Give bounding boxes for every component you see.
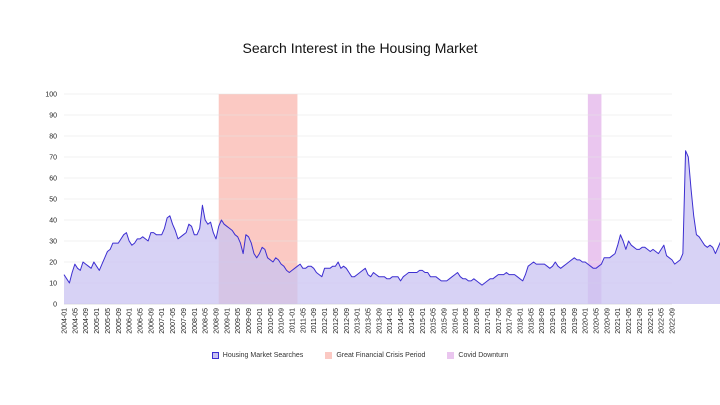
y-tick-label: 0 xyxy=(53,302,57,309)
series-area-0 xyxy=(64,150,720,304)
x-tick-label: 2004-01 xyxy=(62,308,69,334)
x-tick-label: 2019-09 xyxy=(572,308,579,334)
x-tick-label: 2012-01 xyxy=(322,308,329,334)
x-tick-label: 2007-09 xyxy=(181,308,188,334)
x-tick-label: 2006-05 xyxy=(138,308,145,334)
x-tick-label: 2009-01 xyxy=(224,308,231,334)
x-tick-label: 2011-05 xyxy=(300,308,307,333)
x-tick-label: 2005-01 xyxy=(94,308,101,334)
x-tick-label: 2012-05 xyxy=(333,308,340,334)
y-tick-label: 10 xyxy=(49,281,57,288)
y-tick-label: 20 xyxy=(49,260,57,267)
y-tick-label: 30 xyxy=(49,239,57,246)
gridlines xyxy=(64,93,672,305)
legend-label-gfc: Great Financial Crisis Period xyxy=(336,352,426,359)
x-tick-label: 2021-05 xyxy=(626,308,633,334)
x-tick-label: 2008-05 xyxy=(203,308,210,334)
x-tick-label: 2010-01 xyxy=(257,308,264,334)
x-tick-label: 2011-09 xyxy=(311,308,318,333)
legend-item-gfc: Great Financial Crisis Period xyxy=(325,352,425,359)
series-line-0 xyxy=(63,150,720,286)
legend-swatch-gfc xyxy=(325,352,333,359)
legend-item-series: Housing Market Searches xyxy=(211,352,304,359)
x-tick-label: 2021-01 xyxy=(615,308,622,334)
y-tick-label: 60 xyxy=(49,176,57,183)
x-tick-label: 2016-09 xyxy=(474,308,481,334)
x-tick-label: 2018-05 xyxy=(528,308,535,334)
x-tick-label: 2019-01 xyxy=(550,308,557,334)
x-tick-label: 2010-05 xyxy=(268,308,275,334)
x-tick-label: 2020-01 xyxy=(583,308,590,334)
legend-label-series: Housing Market Searches xyxy=(222,352,304,359)
legend-item-covid: Covid Downturn xyxy=(447,352,508,359)
x-tick-label: 2015-09 xyxy=(442,308,449,334)
x-tick-label: 2016-01 xyxy=(452,308,459,334)
x-tick-label: 2018-09 xyxy=(539,308,546,334)
x-tick-label: 2017-09 xyxy=(507,308,514,334)
x-tick-label: 2004-09 xyxy=(83,308,90,334)
x-tick-label: 2022-05 xyxy=(659,308,666,334)
x-tick-label: 2005-09 xyxy=(116,308,123,334)
x-tick-label: 2008-09 xyxy=(214,308,221,334)
x-tick-label: 2014-05 xyxy=(398,308,405,334)
series-group xyxy=(63,150,720,304)
y-tick-label: 50 xyxy=(49,197,57,204)
y-tick-label: 80 xyxy=(49,134,57,141)
x-tick-label: 2008-01 xyxy=(192,308,199,334)
y-tick-label: 100 xyxy=(45,92,57,99)
x-tick-label: 2017-05 xyxy=(496,308,503,334)
x-tick-label: 2009-09 xyxy=(246,308,253,334)
x-tick-label: 2021-09 xyxy=(637,308,644,334)
x-tick-label: 2015-05 xyxy=(431,308,438,334)
x-tick-label: 2022-01 xyxy=(648,308,655,334)
legend-swatch-covid xyxy=(447,352,455,359)
y-tick-label: 70 xyxy=(49,155,57,162)
x-tick-label: 2017-01 xyxy=(485,308,492,334)
x-tick-label: 2004-05 xyxy=(72,308,79,334)
x-tick-label: 2012-09 xyxy=(344,308,351,334)
x-tick-label: 2013-05 xyxy=(366,308,373,334)
x-tick-label: 2010-09 xyxy=(279,308,286,334)
x-tick-label: 2006-09 xyxy=(148,308,155,334)
y-tick-label: 40 xyxy=(49,218,57,225)
x-tick-label: 2018-01 xyxy=(518,308,525,334)
x-tick-label: 2006-01 xyxy=(127,308,134,334)
x-tick-label: 2011-01 xyxy=(290,308,297,333)
x-tick-label: 2016-05 xyxy=(463,308,470,334)
y-tick-labels: 0 10 20 30 40 50 60 70 80 90 100 xyxy=(45,92,57,309)
x-tick-label: 2007-05 xyxy=(170,308,177,334)
legend: Housing Market Searches Great Financial … xyxy=(0,352,720,359)
x-tick-label: 2013-09 xyxy=(376,308,383,334)
x-tick-labels: 2004-01 2004-05 2004-09 2005-01 2005-05 2005-… xyxy=(62,308,677,334)
legend-label-covid: Covid Downturn xyxy=(458,352,509,359)
x-tick-label: 2020-09 xyxy=(604,308,611,334)
x-tick-label: 2015-01 xyxy=(420,308,427,334)
x-tick-label: 2019-05 xyxy=(561,308,568,334)
y-tick-label: 90 xyxy=(49,113,57,120)
x-tick-label: 2007-01 xyxy=(159,308,166,334)
x-tick-label: 2014-09 xyxy=(409,308,416,334)
x-tick-label: 2020-05 xyxy=(594,308,601,334)
x-tick-label: 2014-01 xyxy=(387,308,394,334)
x-tick-label: 2009-05 xyxy=(235,308,242,334)
x-tick-label: 2022-09 xyxy=(670,308,677,334)
x-tick-label: 2005-05 xyxy=(105,308,112,334)
legend-swatch-series xyxy=(211,352,219,359)
x-tick-label: 2013-01 xyxy=(355,308,362,334)
chart-title: Search Interest in the Housing Market xyxy=(242,40,478,56)
